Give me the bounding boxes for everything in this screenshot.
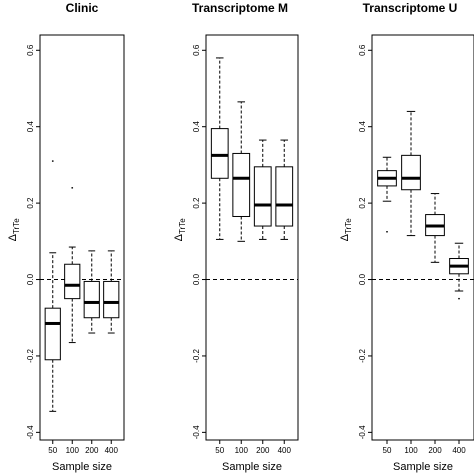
box (83, 280, 100, 319)
panel-title: Transcriptome M (192, 1, 288, 15)
box (232, 152, 251, 217)
x-tick-label: 100 (235, 446, 249, 455)
y-tick-label: -0.2 (358, 349, 367, 363)
x-tick-label: 200 (428, 446, 442, 455)
plot-frame (371, 34, 474, 441)
y-tick-label: -0.4 (26, 425, 35, 439)
box (401, 154, 421, 191)
box (64, 263, 81, 300)
x-tick-label: 50 (383, 446, 392, 455)
y-axis-label-symbol: Δ (7, 233, 19, 241)
x-tick-label: 400 (452, 446, 466, 455)
y-axis-label-symbol: Δ (173, 233, 185, 241)
y-tick-label: 0.0 (358, 273, 367, 285)
y-tick-label: -0.4 (358, 425, 367, 439)
y-tick-label: 0.4 (192, 121, 201, 133)
y-axis-label: ΔTrTe (339, 218, 353, 242)
y-tick-label: 0.0 (192, 273, 201, 285)
y-tick-label: -0.4 (192, 425, 201, 439)
x-tick-label: 50 (215, 446, 224, 455)
y-tick-label: -0.2 (192, 349, 201, 363)
plot-frame (39, 34, 125, 441)
x-tick-label: 100 (404, 446, 418, 455)
box (275, 166, 294, 227)
x-axis-label: Sample size (52, 461, 112, 473)
box (103, 280, 120, 319)
x-tick-label: 200 (256, 446, 270, 455)
y-axis-label-symbol: Δ (339, 233, 351, 241)
y-tick-label: 0.2 (358, 197, 367, 209)
x-axis-label: Sample size (222, 461, 282, 473)
x-tick-label: 400 (105, 446, 119, 455)
y-axis-label-subscript: TrTe (178, 218, 187, 234)
y-tick-label: 0.6 (358, 44, 367, 56)
panel-title: Clinic (66, 1, 99, 15)
x-axis-label: Sample size (393, 461, 453, 473)
y-tick-label: 0.2 (26, 197, 35, 209)
x-tick-label: 400 (278, 446, 292, 455)
x-tick-label: 50 (48, 446, 57, 455)
y-axis-label-subscript: TrTe (344, 218, 353, 234)
panel-title: Transcriptome U (363, 1, 458, 15)
box (44, 307, 61, 361)
y-tick-label: 0.2 (192, 197, 201, 209)
x-tick-label: 100 (66, 446, 80, 455)
y-axis-label-subscript: TrTe (12, 218, 21, 234)
plot-frame (205, 34, 299, 441)
y-tick-label: 0.0 (26, 273, 35, 285)
x-tick-label: 200 (85, 446, 99, 455)
y-tick-label: 0.4 (26, 121, 35, 133)
y-axis-label: ΔTrTe (7, 218, 21, 242)
y-tick-label: -0.2 (26, 349, 35, 363)
y-tick-label: 0.6 (26, 44, 35, 56)
y-axis-label: ΔTrTe (173, 218, 187, 242)
box (253, 166, 272, 227)
y-tick-label: 0.6 (192, 44, 201, 56)
box (210, 128, 229, 179)
y-tick-label: 0.4 (358, 121, 367, 133)
